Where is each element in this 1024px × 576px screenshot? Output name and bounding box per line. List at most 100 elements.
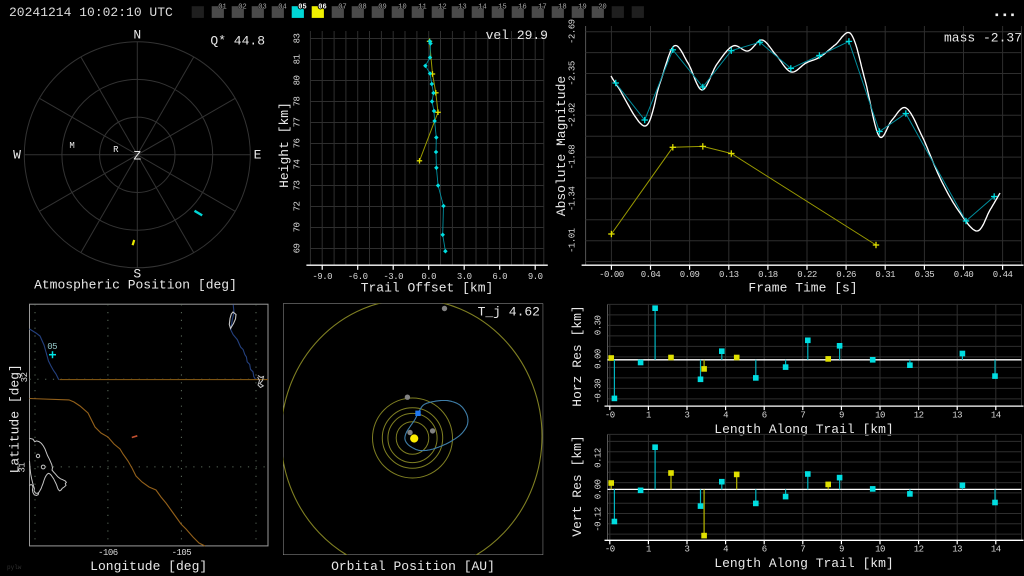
svg-text:-1.01: -1.01 — [568, 228, 578, 253]
svg-text:pylw: pylw — [7, 564, 22, 571]
svg-text:Absolute Magnitude: Absolute Magnitude — [554, 76, 569, 216]
svg-text:6.0: 6.0 — [492, 272, 507, 282]
svg-text:12: 12 — [914, 545, 924, 555]
svg-text:3: 3 — [685, 411, 690, 421]
svg-text:7: 7 — [800, 545, 805, 555]
svg-text:76: 76 — [293, 139, 303, 149]
svg-text:09: 09 — [378, 3, 386, 11]
svg-text:vel 29.9: vel 29.9 — [486, 28, 548, 43]
svg-text:0.30: 0.30 — [594, 316, 604, 336]
svg-text:9: 9 — [839, 411, 844, 421]
svg-text:3: 3 — [685, 545, 690, 555]
svg-text:15: 15 — [498, 3, 506, 11]
svg-text:0.04: 0.04 — [641, 270, 661, 280]
svg-text:14: 14 — [991, 545, 1001, 555]
svg-text:77: 77 — [293, 118, 303, 128]
svg-text:-105: -105 — [172, 548, 192, 558]
svg-text:-6.0: -6.0 — [348, 272, 368, 282]
svg-text:0.00: 0.00 — [594, 349, 604, 369]
svg-text:Orbital Position [AU]: Orbital Position [AU] — [331, 559, 495, 574]
svg-text:E: E — [254, 148, 262, 163]
svg-text:0.35: 0.35 — [915, 270, 935, 280]
svg-text:69: 69 — [293, 244, 303, 254]
svg-text:Length Along Trail [km]: Length Along Trail [km] — [714, 422, 893, 437]
svg-text:13: 13 — [952, 545, 962, 555]
svg-text:-0: -0 — [605, 411, 615, 421]
svg-text:08: 08 — [358, 3, 366, 11]
svg-text:80: 80 — [293, 76, 303, 86]
svg-text:4: 4 — [723, 411, 728, 421]
svg-text:13: 13 — [458, 3, 466, 11]
svg-text:-0.00: -0.00 — [599, 270, 624, 280]
svg-text:03: 03 — [258, 3, 266, 11]
svg-text:-2.69: -2.69 — [568, 19, 578, 44]
svg-text:-106: -106 — [98, 548, 118, 558]
svg-text:-1.34: -1.34 — [568, 187, 578, 212]
svg-text:0.31: 0.31 — [875, 270, 895, 280]
svg-text:R: R — [113, 145, 119, 155]
svg-text:18: 18 — [558, 3, 566, 11]
svg-text:10: 10 — [875, 545, 885, 555]
svg-text:-2.02: -2.02 — [568, 103, 578, 128]
svg-text:6: 6 — [762, 411, 767, 421]
svg-text:Trail Offset [km]: Trail Offset [km] — [361, 281, 494, 296]
svg-text:7: 7 — [800, 411, 805, 421]
svg-text:S: S — [133, 267, 141, 282]
svg-text:05: 05 — [298, 3, 306, 11]
svg-text:0.00: 0.00 — [594, 480, 604, 500]
svg-text:0.0: 0.0 — [421, 272, 436, 282]
svg-text:04: 04 — [278, 3, 286, 11]
svg-text:1: 1 — [646, 545, 651, 555]
svg-text:-0.12: -0.12 — [594, 507, 604, 532]
svg-text:N: N — [133, 28, 141, 43]
svg-text:12: 12 — [914, 411, 924, 421]
svg-text:-2.35: -2.35 — [568, 61, 578, 86]
svg-text:-1.68: -1.68 — [568, 145, 578, 170]
svg-text:10: 10 — [398, 3, 406, 11]
svg-text:Height [km]: Height [km] — [277, 102, 292, 188]
svg-text:20241214 10:02:10 UTC: 20241214 10:02:10 UTC — [9, 5, 173, 20]
svg-text:12: 12 — [438, 3, 446, 11]
svg-text:05: 05 — [47, 342, 57, 352]
svg-text:M: M — [69, 141, 74, 151]
svg-text:9.0: 9.0 — [528, 272, 543, 282]
svg-text:-0: -0 — [605, 545, 615, 555]
svg-text:0.12: 0.12 — [594, 448, 604, 468]
svg-text:mass -2.37: mass -2.37 — [944, 31, 1022, 46]
svg-text:17: 17 — [538, 3, 546, 11]
svg-text:73: 73 — [293, 181, 303, 191]
svg-text:20: 20 — [598, 3, 606, 11]
svg-text:14: 14 — [478, 3, 486, 11]
svg-text:6: 6 — [762, 545, 767, 555]
svg-text:74: 74 — [293, 160, 303, 170]
svg-text:T_j 4.62: T_j 4.62 — [478, 305, 540, 320]
svg-text:02: 02 — [238, 3, 246, 11]
svg-text:14: 14 — [991, 411, 1001, 421]
svg-text:4: 4 — [723, 545, 728, 555]
svg-text:Vert Res [km]: Vert Res [km] — [570, 435, 585, 536]
svg-text:0.40: 0.40 — [954, 270, 974, 280]
svg-text:9: 9 — [839, 545, 844, 555]
svg-text:70: 70 — [293, 223, 303, 233]
svg-text:Horz Res [km]: Horz Res [km] — [570, 305, 585, 406]
svg-text:11: 11 — [418, 3, 426, 11]
svg-text:Q* 44.8: Q* 44.8 — [210, 34, 265, 49]
svg-text:Length Along Trail [km]: Length Along Trail [km] — [714, 556, 893, 571]
svg-text:Latitude [deg]: Latitude [deg] — [7, 364, 22, 473]
svg-text:0.13: 0.13 — [719, 270, 739, 280]
svg-text:10: 10 — [875, 411, 885, 421]
svg-text:13: 13 — [952, 411, 962, 421]
svg-text:0.18: 0.18 — [758, 270, 778, 280]
svg-text:Longitude [deg]: Longitude [deg] — [90, 559, 207, 574]
svg-text:81: 81 — [293, 55, 303, 65]
svg-text:Atmospheric Position [deg]: Atmospheric Position [deg] — [34, 278, 237, 293]
svg-text:72: 72 — [293, 202, 303, 212]
svg-text:78: 78 — [293, 97, 303, 107]
svg-text:31: 31 — [18, 463, 28, 473]
svg-text:1: 1 — [646, 411, 651, 421]
svg-text:16: 16 — [518, 3, 526, 11]
svg-text:0.09: 0.09 — [680, 270, 700, 280]
svg-text:06: 06 — [318, 3, 326, 11]
svg-text:-0.30: -0.30 — [594, 379, 604, 404]
svg-text:32: 32 — [20, 372, 30, 382]
